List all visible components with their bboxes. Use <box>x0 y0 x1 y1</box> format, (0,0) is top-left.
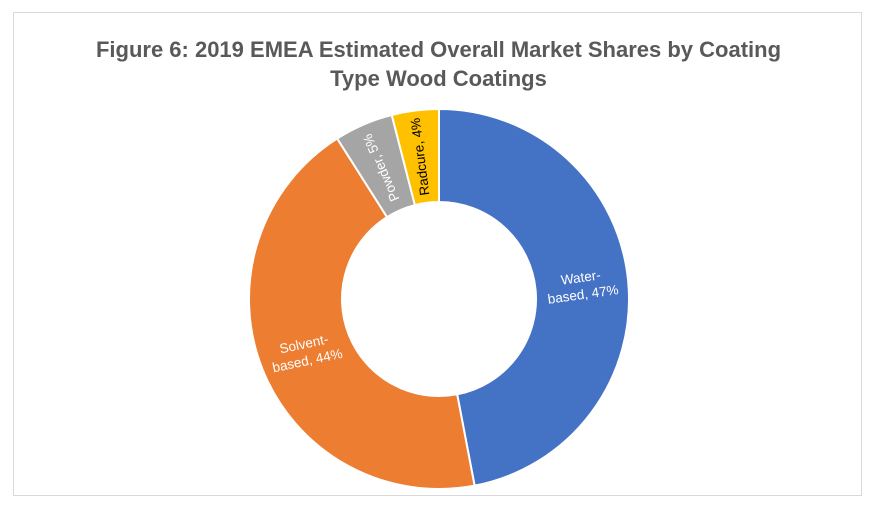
chart-frame: Figure 6: 2019 EMEA Estimated Overall Ma… <box>13 12 862 496</box>
chart-title-line-1: Figure 6: 2019 EMEA Estimated Overall Ma… <box>95 37 782 62</box>
chart-title: Figure 6: 2019 EMEA Estimated Overall Ma… <box>14 35 863 93</box>
donut-chart: Water-based, 47%Solvent-based, 44%Powder… <box>248 107 631 490</box>
slice-solvent-based <box>248 137 476 490</box>
data-label-line: Water- <box>560 267 602 287</box>
chart-title-line-2: Type Wood Coatings <box>330 66 547 91</box>
slice-radcure <box>390 107 440 207</box>
slice-water-based <box>438 107 631 487</box>
